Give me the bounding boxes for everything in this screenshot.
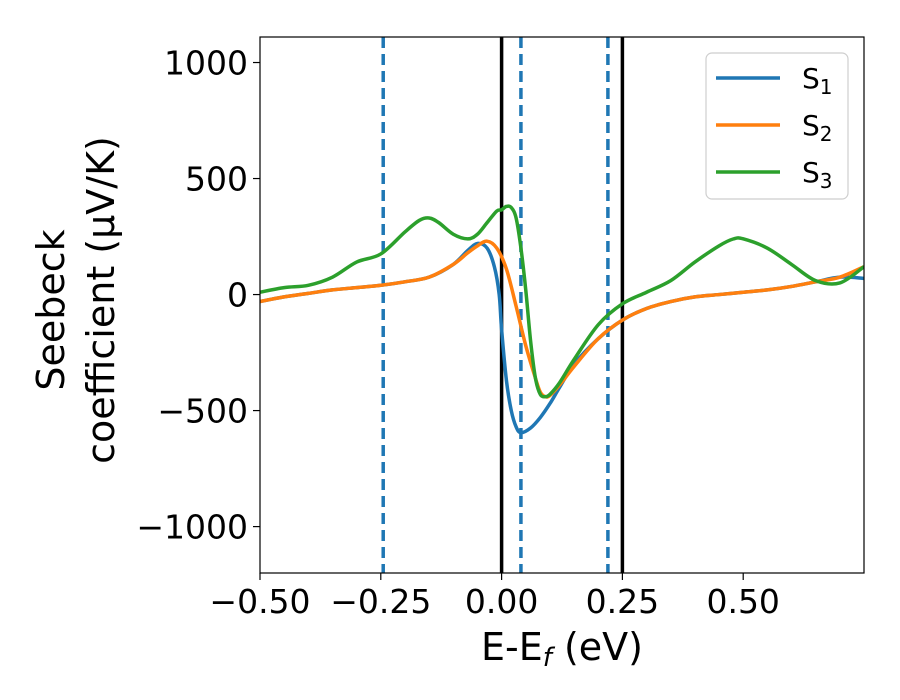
y-axis-label: Seebeck coefficient (μV/K) [29, 136, 123, 464]
legend-label-1: S1 [802, 62, 833, 99]
series-line-1 [260, 241, 864, 435]
y-axis-label-line2: coefficient (μV/K) [79, 136, 123, 464]
x-axis-label: E-Ef (eV) [481, 625, 643, 673]
x-tick-label: 0.00 [465, 582, 538, 621]
x-tick-label: 0.25 [586, 582, 659, 621]
y-tick-label: 500 [185, 160, 248, 199]
y-tick-label: −1000 [136, 508, 248, 547]
y-axis-label-line1: Seebeck [29, 229, 73, 390]
y-tick-label: −500 [157, 392, 248, 431]
y-tick-label: 0 [227, 276, 248, 315]
y-tick-label: 1000 [164, 44, 248, 83]
x-tick-label: −0.50 [209, 582, 310, 621]
x-tick-label: 0.50 [706, 582, 779, 621]
legend: S1 S2 S3 [705, 52, 849, 200]
plot-frame [259, 36, 865, 574]
plot-lines [260, 37, 864, 573]
series-line-3 [260, 204, 864, 399]
x-axis: −0.50 −0.25 0.00 0.25 0.50 [209, 573, 780, 621]
x-tick-label: −0.25 [330, 582, 431, 621]
legend-label-3: S3 [802, 156, 833, 193]
legend-label-2: S2 [802, 109, 833, 146]
y-axis: −1000 −500 0 500 1000 [136, 44, 260, 547]
